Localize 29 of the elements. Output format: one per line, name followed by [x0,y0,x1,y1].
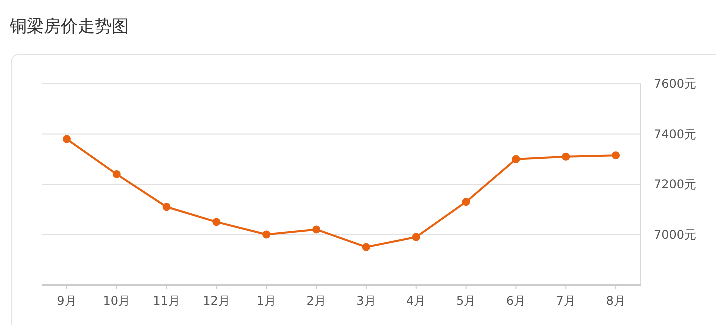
y-tick-label: 7400元 [654,127,697,142]
point [162,203,171,212]
point [412,233,420,242]
y-tick-label: 7000元 [654,228,697,242]
x-tick-label: 3月 [356,294,376,308]
y-tick-label: 7600元 [654,77,697,91]
point [512,155,520,164]
x-tick-label: 2月 [306,294,326,308]
point [462,198,470,206]
point [112,170,121,178]
x-tick-label: 5月 [456,294,476,308]
x-tick-label: 11月 [153,294,180,308]
y-tick-label: 7200元 [654,178,697,192]
x-tick-label: 7月 [556,294,576,308]
point [612,152,620,160]
point [562,152,570,161]
chart-title: 铜梁房价走势图 [9,17,129,37]
x-tick-label: 6月 [506,294,526,308]
point [362,243,370,252]
point [62,135,71,144]
x-tick-label: 4月 [406,294,426,308]
x-tick-label: 9月 [57,294,77,308]
x-tick-label: 12月 [203,294,230,308]
point [212,218,221,226]
point [262,230,271,239]
x-tick-label: 1月 [256,294,276,308]
x-tick-label: 10月 [103,294,131,308]
point [312,226,321,234]
x-tick-label: 8月 [606,294,626,308]
